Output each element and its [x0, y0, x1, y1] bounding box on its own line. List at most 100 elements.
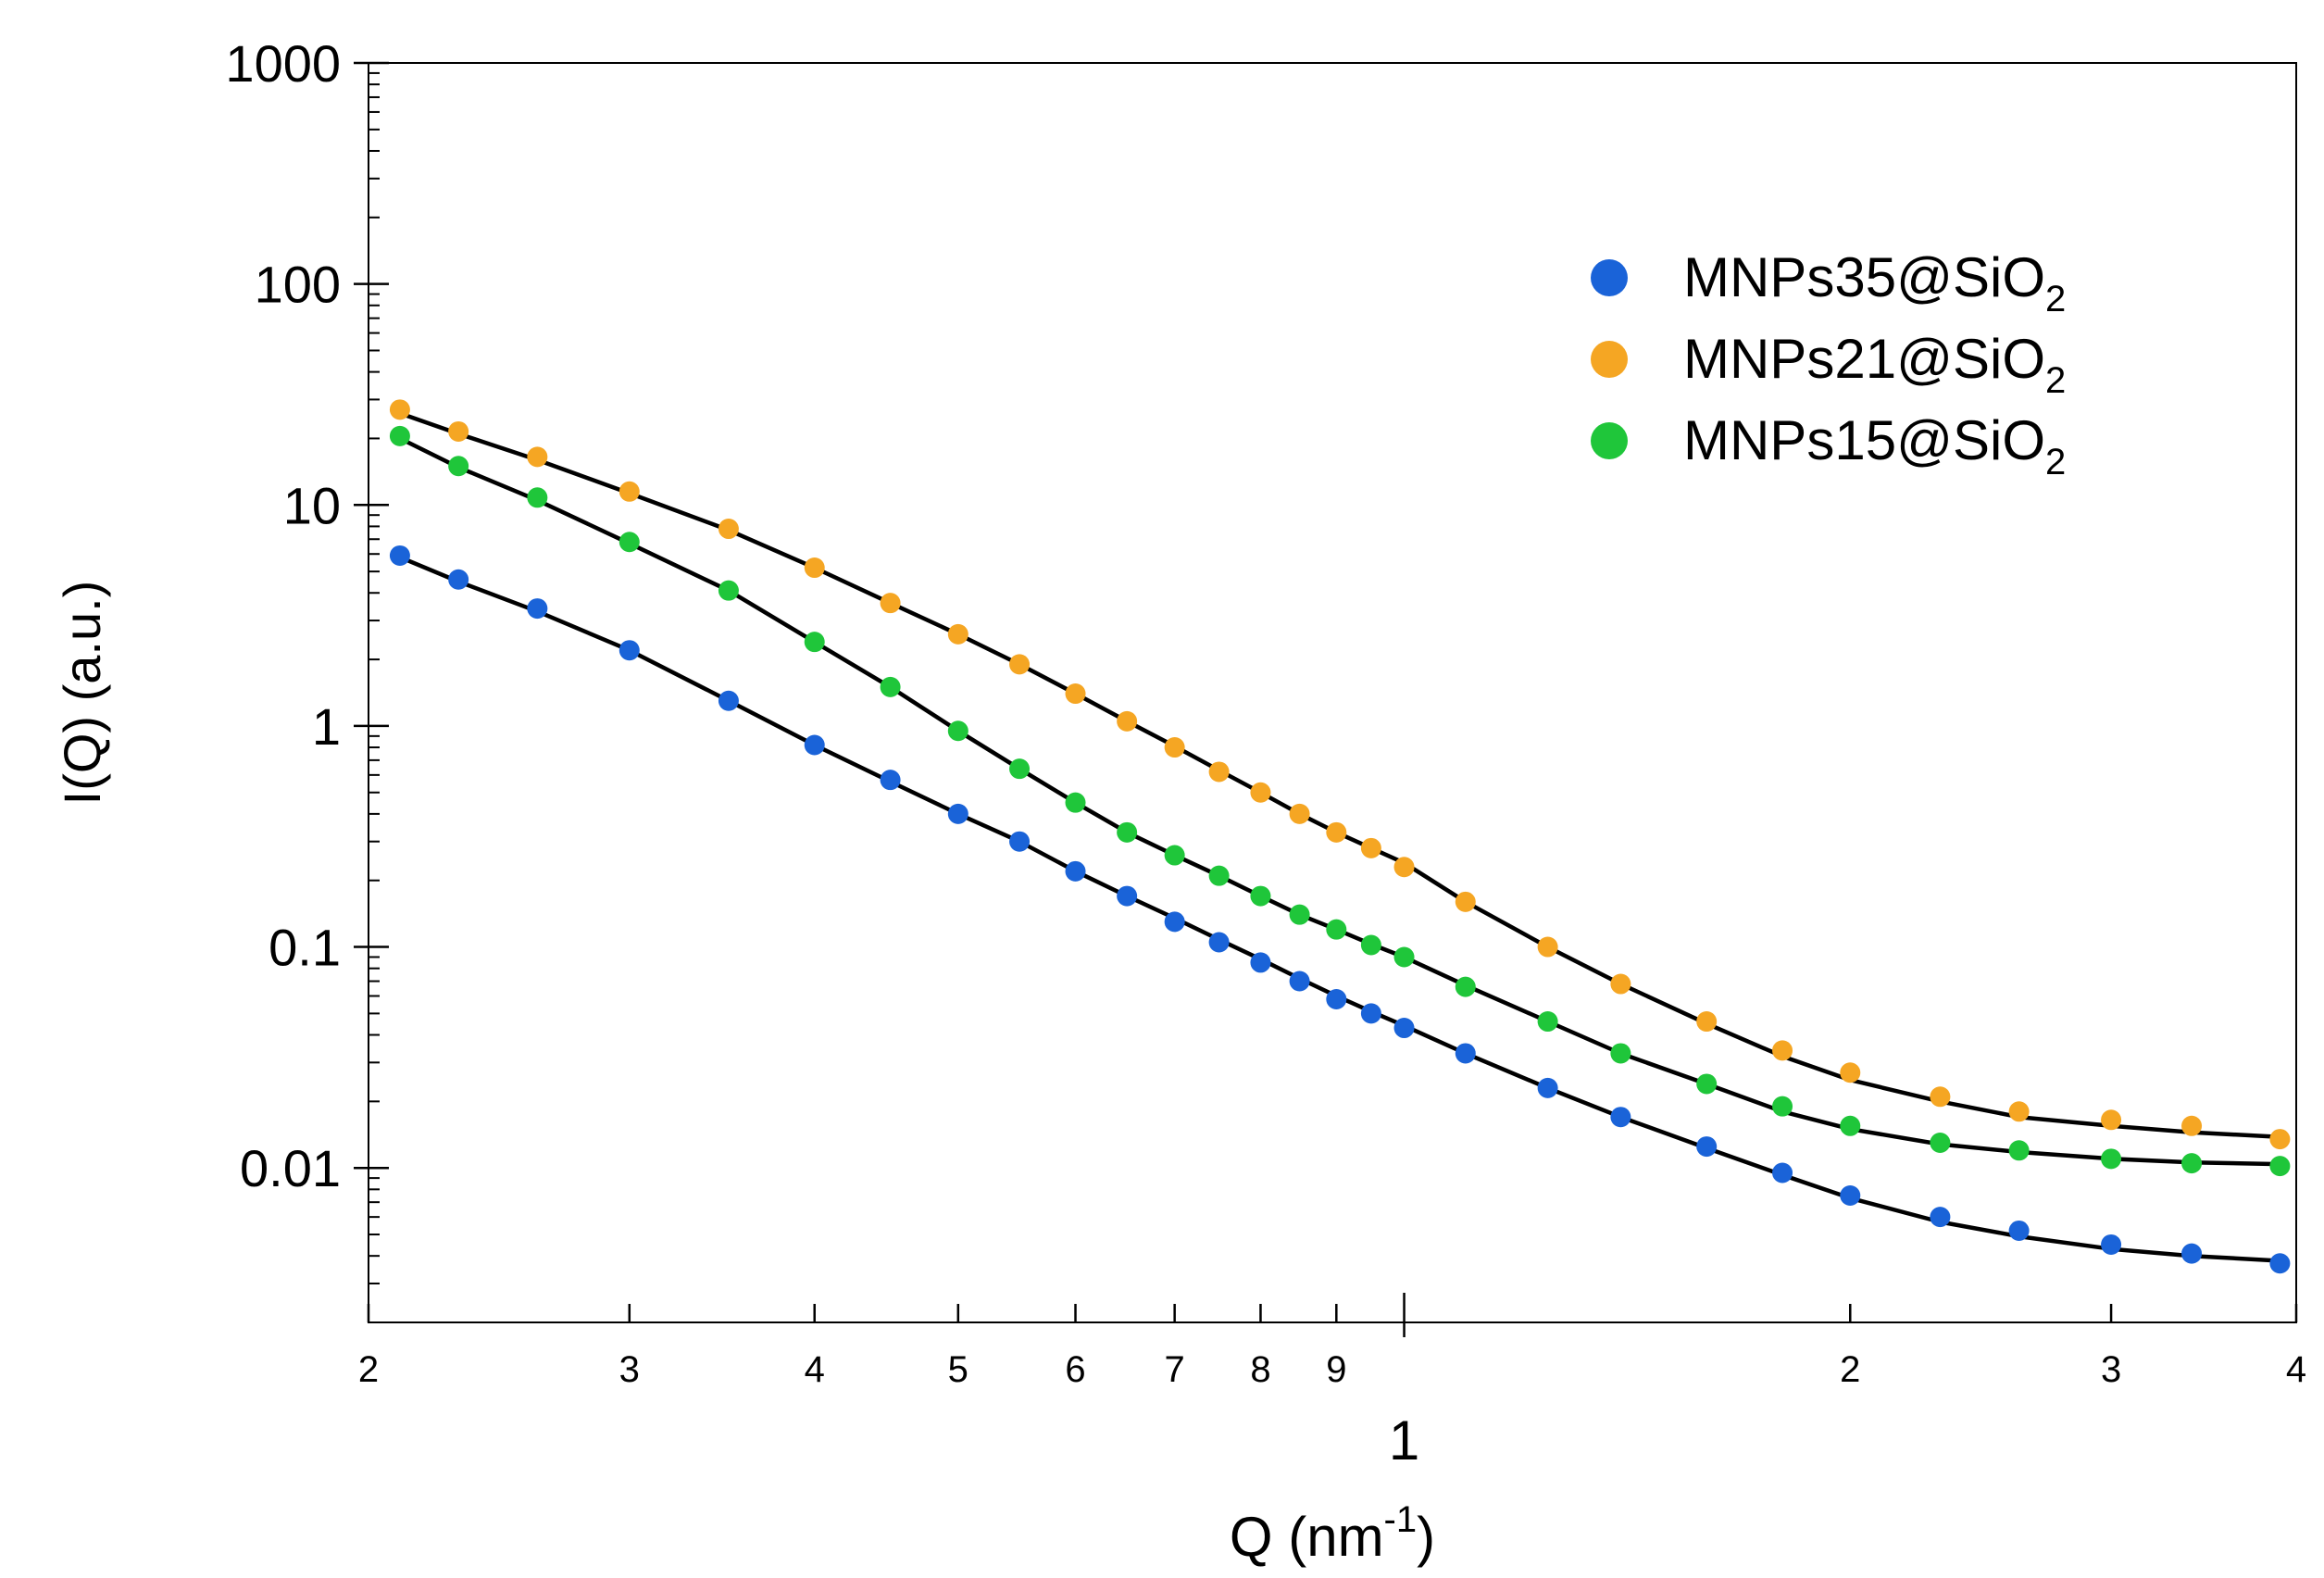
legend-label: MNPs35@SiO2 — [1683, 246, 2066, 319]
data-point — [1065, 860, 1086, 882]
data-point — [1696, 1011, 1718, 1033]
data-point — [1610, 1107, 1631, 1128]
y-tick-label: 100 — [255, 256, 341, 314]
data-point — [448, 456, 469, 477]
data-point — [618, 640, 640, 661]
data-point — [1360, 837, 1381, 858]
y-tick-label: 1 — [312, 697, 341, 756]
data-point — [2101, 1148, 2122, 1170]
fit-line-1 — [399, 411, 2280, 1140]
data-point — [1610, 1043, 1631, 1064]
data-point — [1772, 1040, 1793, 1061]
data-point — [2008, 1220, 2030, 1241]
legend-marker — [1591, 341, 1628, 378]
x-tick-label: 3 — [2101, 1349, 2121, 1390]
data-point — [1065, 792, 1086, 813]
data-point — [1840, 1185, 1861, 1207]
data-point — [1455, 1043, 1476, 1064]
data-point — [1393, 1018, 1415, 1039]
data-point — [2101, 1234, 2122, 1255]
data-point — [1208, 865, 1230, 886]
y-tick-label: 0.1 — [269, 919, 341, 977]
data-point — [718, 580, 739, 601]
data-point — [947, 720, 968, 742]
data-point — [1250, 885, 1271, 907]
data-point — [1065, 683, 1086, 705]
data-point — [618, 481, 640, 502]
data-point — [947, 803, 968, 824]
fit-line-0 — [399, 555, 2280, 1263]
data-point — [2101, 1109, 2122, 1131]
data-point — [618, 532, 640, 553]
data-point — [1772, 1162, 1793, 1184]
data-point — [2181, 1115, 2203, 1136]
data-point — [389, 545, 410, 566]
data-point — [1537, 1077, 1558, 1098]
data-point — [1360, 1003, 1381, 1024]
data-point — [1930, 1207, 1951, 1228]
data-point — [1455, 891, 1476, 912]
x-tick-label: 6 — [1065, 1349, 1085, 1390]
data-point — [1009, 758, 1031, 780]
data-point — [1930, 1133, 1951, 1154]
x-tick-label: 3 — [619, 1349, 640, 1390]
data-point — [527, 598, 548, 620]
data-point — [1696, 1073, 1718, 1095]
data-point — [880, 593, 901, 614]
x-tick-label: 5 — [948, 1349, 968, 1390]
data-point — [1610, 973, 1631, 995]
data-point — [2008, 1140, 2030, 1161]
x-tick-label: 2 — [358, 1349, 379, 1390]
data-point — [1289, 971, 1310, 992]
data-point — [804, 632, 825, 653]
data-point — [389, 399, 410, 420]
plot-frame — [368, 62, 2297, 1323]
data-point — [718, 519, 739, 540]
x-tick-label: 8 — [1250, 1349, 1270, 1390]
data-point — [804, 557, 825, 579]
data-point — [1208, 761, 1230, 783]
data-point — [1164, 845, 1185, 866]
data-point — [1537, 1011, 1558, 1033]
data-point — [1117, 821, 1138, 843]
legend-marker — [1591, 259, 1628, 296]
data-point — [1455, 976, 1476, 997]
data-point — [1393, 857, 1415, 878]
data-point — [1117, 885, 1138, 907]
x-decade-label: 1 — [1389, 1409, 1419, 1472]
x-axis-label: Q (nm-1) — [1230, 1499, 1435, 1568]
data-point — [1117, 710, 1138, 732]
data-point — [1696, 1136, 1718, 1158]
x-tick-label: 4 — [2286, 1349, 2306, 1390]
data-point — [1164, 911, 1185, 933]
data-point — [1289, 904, 1310, 925]
y-tick-label: 1000 — [225, 34, 341, 93]
data-point — [1164, 737, 1185, 758]
data-point — [947, 623, 968, 645]
data-point — [1772, 1096, 1793, 1117]
x-tick-label: 2 — [1840, 1349, 1860, 1390]
data-point — [718, 690, 739, 711]
data-point — [389, 425, 410, 446]
data-point — [880, 770, 901, 791]
data-point — [1393, 946, 1415, 968]
fit-line-2 — [398, 436, 2280, 1167]
y-tick-label: 0.01 — [240, 1139, 341, 1197]
data-point — [1208, 932, 1230, 953]
data-point — [1009, 654, 1031, 675]
x-tick-label: 4 — [805, 1349, 825, 1390]
data-point — [527, 446, 548, 468]
data-point — [448, 569, 469, 590]
data-point — [2269, 1156, 2291, 1177]
data-point — [1289, 803, 1310, 824]
y-axis-label: I(Q) (a.u.) — [53, 581, 111, 806]
legend-label: MNPs15@SiO2 — [1683, 409, 2066, 482]
data-point — [1250, 952, 1271, 973]
x-tick-label: 7 — [1165, 1349, 1185, 1390]
data-point — [2181, 1243, 2203, 1264]
legend-label: MNPs21@SiO2 — [1683, 328, 2066, 401]
data-point — [1326, 989, 1347, 1010]
data-point — [2269, 1129, 2291, 1150]
y-tick-label: 10 — [283, 476, 341, 534]
